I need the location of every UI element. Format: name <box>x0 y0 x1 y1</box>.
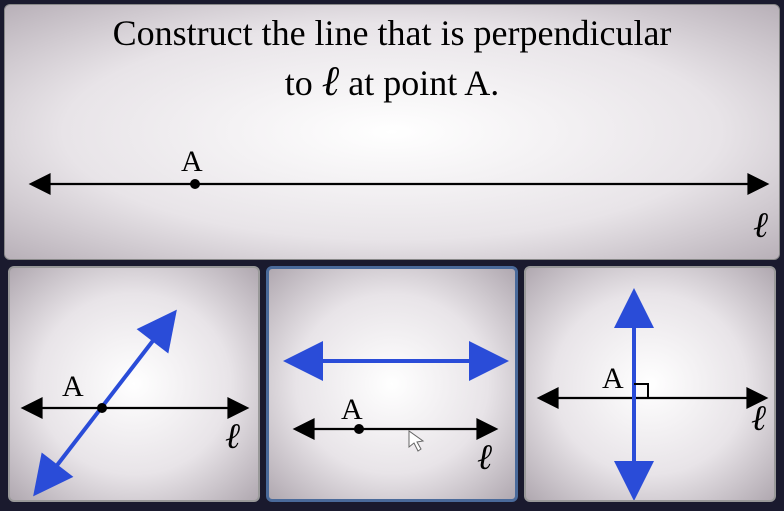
main-point-a-label: A <box>181 145 203 178</box>
opt2-line-label: ℓ <box>477 437 492 477</box>
question-line2-pre: to <box>285 63 322 103</box>
opt3-point-label: A <box>602 362 624 395</box>
opt1-construct-line <box>38 316 172 490</box>
question-line2-post: at point A. <box>339 63 499 103</box>
main-point-a <box>190 179 200 189</box>
right-angle-icon <box>634 384 648 398</box>
option-parallel-svg: A ℓ <box>269 269 518 502</box>
opt3-line-label: ℓ <box>751 398 766 438</box>
option-diagonal-svg: A ℓ <box>10 268 260 502</box>
option-parallel[interactable]: A ℓ <box>266 266 518 502</box>
cursor-icon <box>409 431 423 451</box>
option-perpendicular[interactable]: A ℓ <box>524 266 776 502</box>
question-panel: Construct the line that is perpendicular… <box>4 4 780 260</box>
main-line-label: ℓ <box>753 205 768 245</box>
option-perpendicular-svg: A ℓ <box>526 268 776 502</box>
option-diagonal[interactable]: A ℓ <box>8 266 260 502</box>
opt1-line-label: ℓ <box>225 416 240 456</box>
options-row: A ℓ A ℓ <box>4 266 780 502</box>
main-diagram: A ℓ <box>5 119 779 259</box>
question-line1: Construct the line that is perpendicular <box>113 13 672 53</box>
question-text: Construct the line that is perpendicular… <box>5 5 779 109</box>
opt1-point <box>97 403 107 413</box>
opt2-point-label: A <box>341 393 363 426</box>
opt1-point-label: A <box>62 370 84 403</box>
question-var-l: ℓ <box>322 59 340 105</box>
main-diagram-svg: A ℓ <box>5 119 780 259</box>
